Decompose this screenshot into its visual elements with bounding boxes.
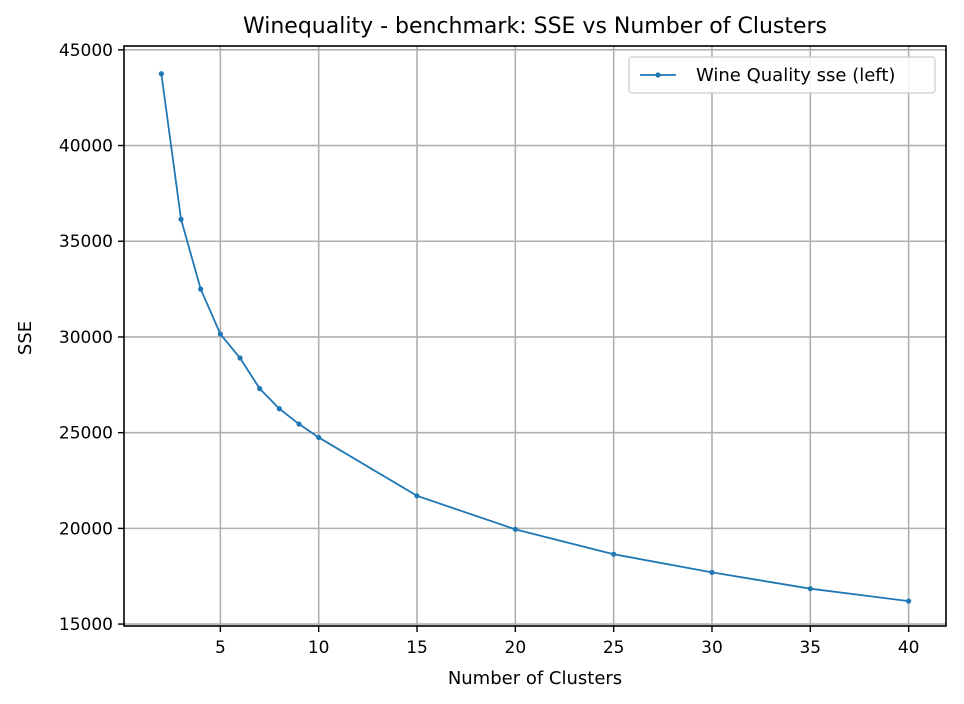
- x-tick-label: 35: [799, 638, 821, 658]
- y-tick-label: 40000: [59, 137, 113, 157]
- data-point: [217, 331, 223, 337]
- y-tick-label: 20000: [59, 519, 113, 539]
- series-layer: [158, 71, 912, 604]
- legend-box: [628, 56, 936, 94]
- data-point: [198, 286, 204, 292]
- data-point: [611, 551, 617, 557]
- x-tick-label: 25: [603, 638, 625, 658]
- data-point: [178, 216, 184, 222]
- x-tick-label: 10: [308, 638, 330, 658]
- legend-marker-swatch: [655, 72, 661, 78]
- ticks-layer: 5 10 15 20 25 30 35 40 15000 20000 25000 30000 35000…: [59, 41, 920, 658]
- x-tick-label: 40: [898, 638, 920, 658]
- y-axis-label: SSE: [15, 321, 36, 355]
- data-point: [512, 526, 518, 532]
- y-tick-label: 25000: [59, 424, 113, 444]
- data-point: [158, 71, 164, 77]
- x-tick-label: 20: [505, 638, 527, 658]
- data-point: [237, 355, 243, 361]
- y-tick-label: 15000: [59, 615, 113, 635]
- plot-frame: [123, 45, 947, 627]
- chart-title: Winequality - benchmark: SSE vs Number o…: [243, 14, 827, 39]
- legend-entry-label: Wine Quality sse (left): [696, 65, 895, 86]
- data-point: [414, 493, 420, 499]
- x-tick-label: 30: [701, 638, 723, 658]
- data-point: [296, 421, 302, 427]
- y-tick-label: 35000: [59, 232, 113, 252]
- data-point: [807, 586, 813, 592]
- axes-layer: [123, 45, 947, 627]
- x-tick-label: 15: [406, 638, 428, 658]
- x-tick-label: 5: [215, 638, 226, 658]
- data-point: [316, 434, 322, 441]
- data-point: [709, 569, 715, 576]
- y-tick-label: 45000: [59, 41, 113, 61]
- x-axis-label: Number of Clusters: [448, 668, 622, 689]
- data-point: [276, 406, 282, 412]
- y-tick-label: 30000: [59, 328, 113, 348]
- grid-layer: [124, 46, 946, 626]
- data-point: [906, 598, 912, 604]
- legend: Wine Quality sse (left): [628, 56, 936, 94]
- data-point: [257, 386, 263, 392]
